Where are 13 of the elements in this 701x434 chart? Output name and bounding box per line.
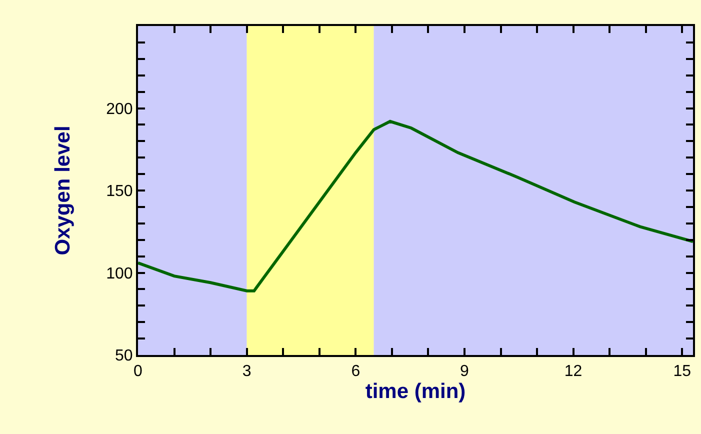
x-tick-label: 12 [564,363,582,380]
x-axis-title: time (min) [365,380,466,404]
x-tick-label: 3 [242,363,252,380]
x-tick-label: 0 [134,363,143,380]
x-tick-label: 15 [673,363,692,380]
line-series [138,120,693,292]
y-tick-label: 150 [106,183,133,200]
x-tick-label: 6 [351,363,360,380]
y-axis-title: Oxygen level [52,126,75,256]
y-tick-label: 50 [115,348,133,365]
y-tick-label: 200 [106,100,133,118]
y-tick-label: 100 [106,265,133,282]
x-tick-label: 9 [460,363,470,380]
